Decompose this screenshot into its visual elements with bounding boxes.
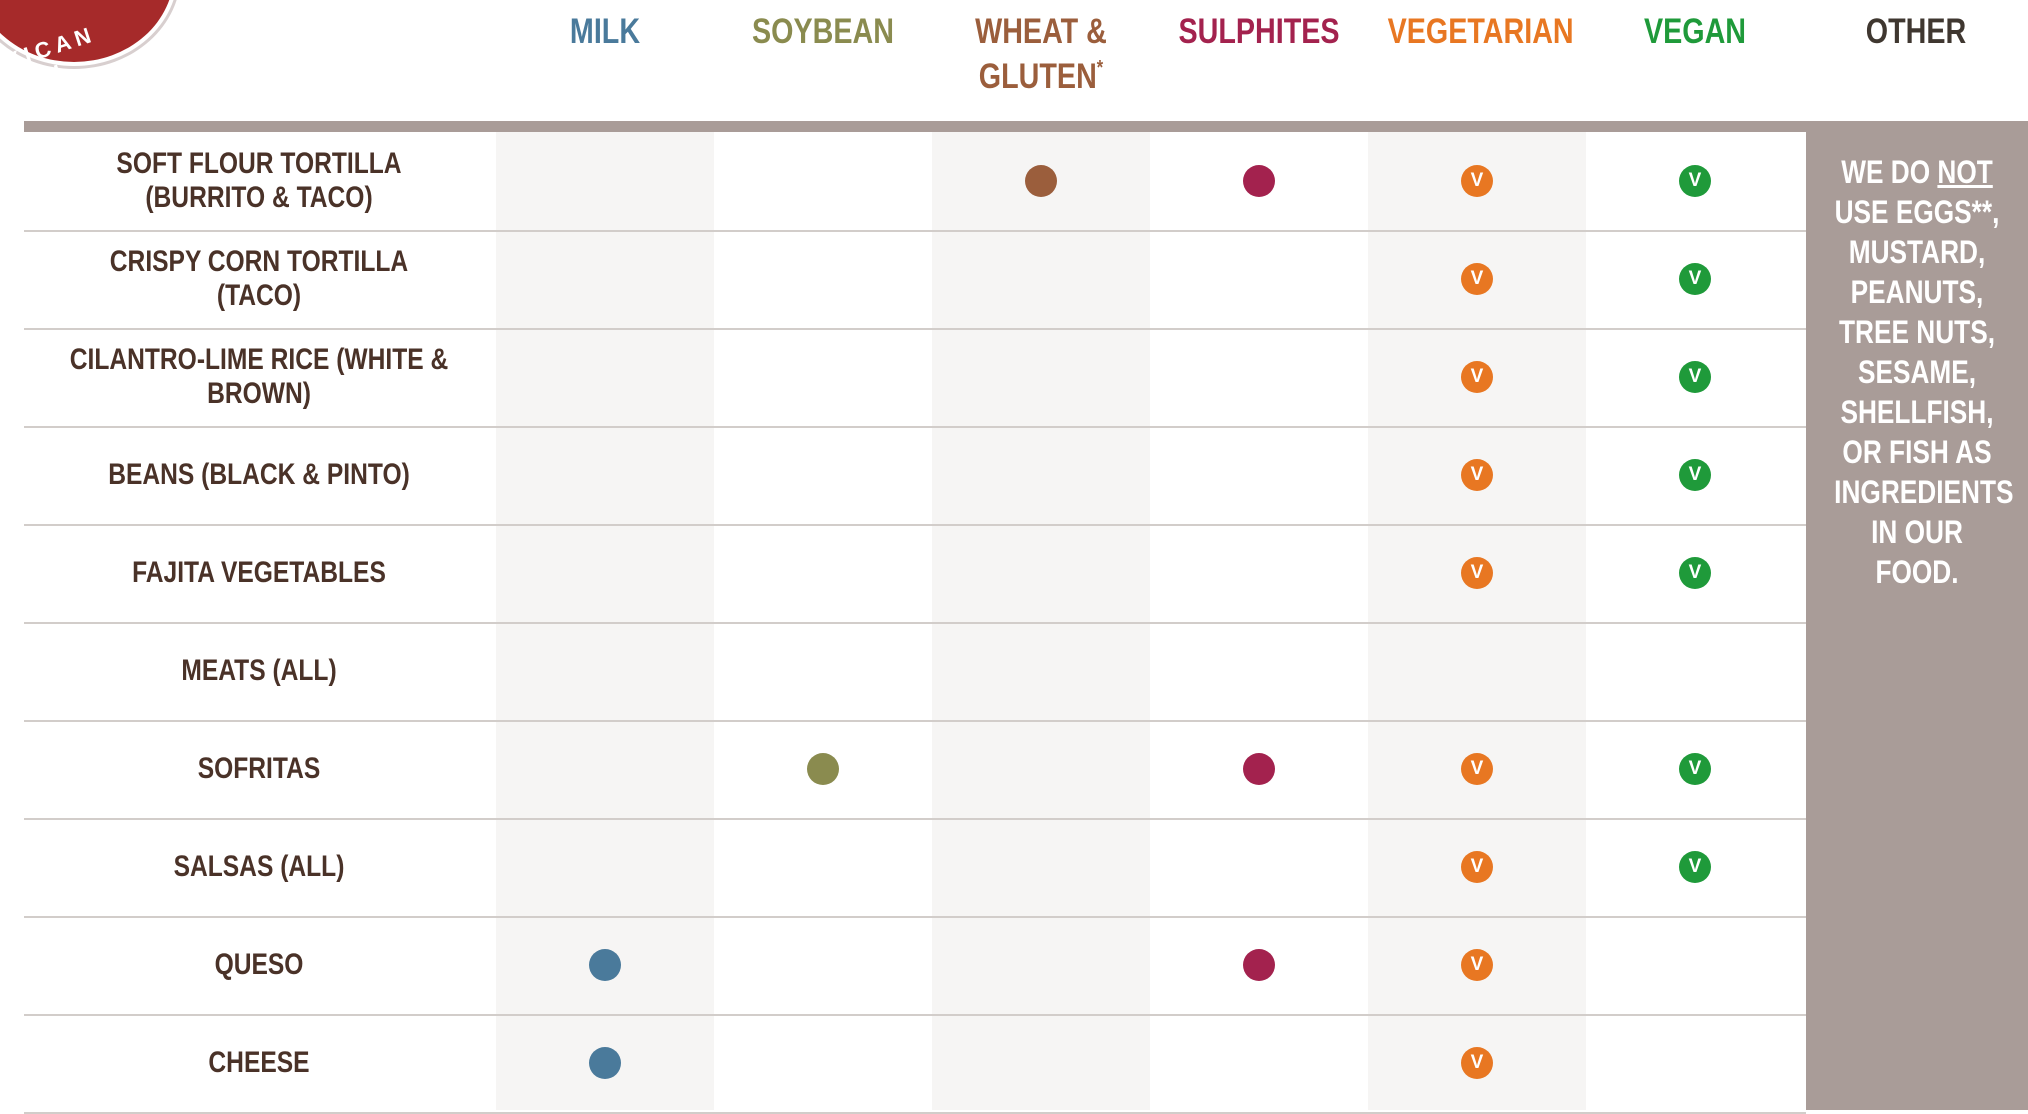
- logo-text: XICAN GRI: [2, 21, 99, 99]
- column-stripe: [1368, 132, 1586, 1110]
- column-stripe: [496, 132, 714, 1110]
- column-header-milk-label: MILK: [569, 12, 641, 51]
- column-header-soybean-label: SOYBEAN: [752, 12, 894, 51]
- column-header-vegan: VEGAN: [1606, 14, 1785, 50]
- vegetarian-badge: V: [1461, 851, 1493, 883]
- vegetarian-badge: V: [1461, 459, 1493, 491]
- column-header-milk: MILK: [516, 14, 695, 50]
- row-label-text: FAJITA VEGETABLES: [132, 556, 386, 589]
- vegan-badge: V: [1679, 557, 1711, 589]
- column-header-soybean: SOYBEAN: [734, 14, 913, 50]
- table-row: SOFT FLOUR TORTILLA (BURRITO & TACO) V V: [24, 132, 1806, 232]
- column-header-sulphites-label: SULPHITES: [1178, 12, 1340, 51]
- table-row: BEANS (BLACK & PINTO) V V: [24, 426, 1806, 526]
- sulphites-allergen-dot: [1243, 949, 1275, 981]
- row-label: BEANS (BLACK & PINTO): [24, 426, 494, 524]
- vegan-badge: V: [1679, 165, 1711, 197]
- table-row: SOFRITAS V V: [24, 720, 1806, 820]
- row-label-text: BEANS (BLACK & PINTO): [108, 458, 410, 491]
- table-row: CRISPY CORN TORTILLA (TACO) V V: [24, 230, 1806, 330]
- row-label: SALSAS (ALL): [24, 818, 494, 916]
- column-header-vegetarian-label: VEGETARIAN: [1387, 12, 1574, 51]
- column-header-wheat-label-line2: GLUTEN: [978, 57, 1097, 96]
- vegan-badge: V: [1679, 361, 1711, 393]
- table-row: FAJITA VEGETABLES V V: [24, 524, 1806, 624]
- wheat-allergen-dot: [1025, 165, 1057, 197]
- table-top-bar: [24, 121, 2028, 132]
- column-header-other-label: OTHER: [1865, 12, 1967, 51]
- row-label: QUESO: [24, 916, 494, 1014]
- table-row: SALSAS (ALL) V V: [24, 818, 1806, 918]
- vegan-badge: V: [1679, 851, 1711, 883]
- vegan-badge: V: [1679, 459, 1711, 491]
- vegetarian-badge: V: [1461, 949, 1493, 981]
- column-header-vegetarian: VEGETARIAN: [1388, 14, 1574, 50]
- other-note-rest: USE EGGS**, MUSTARD, PEANUTS, TREE NUTS,…: [1834, 194, 2014, 590]
- other-panel: WE DO NOT USE EGGS**, MUSTARD, PEANUTS, …: [1806, 132, 2028, 1110]
- column-header-vegan-label: VEGAN: [1643, 12, 1747, 51]
- vegetarian-badge: V: [1461, 557, 1493, 589]
- row-label: FAJITA VEGETABLES: [24, 524, 494, 622]
- other-note-emphasis: NOT: [1937, 154, 1993, 190]
- column-header-wheat-label: WHEAT &: [975, 12, 1107, 51]
- table-row: CHEESE V: [24, 1014, 1806, 1114]
- sulphites-allergen-dot: [1243, 165, 1275, 197]
- vegan-badge: V: [1679, 263, 1711, 295]
- soybean-allergen-dot: [807, 753, 839, 785]
- vegetarian-badge: V: [1461, 361, 1493, 393]
- row-label: SOFRITAS: [24, 720, 494, 818]
- vegetarian-badge: V: [1461, 263, 1493, 295]
- chipotle-logo: XICAN GRI: [0, 0, 178, 99]
- column-header-other: OTHER: [1827, 14, 2006, 50]
- other-note: WE DO NOT USE EGGS**, MUSTARD, PEANUTS, …: [1834, 152, 2013, 592]
- row-label: CHEESE: [24, 1014, 494, 1112]
- row-label: CRISPY CORN TORTILLA (TACO): [24, 230, 494, 328]
- row-label-text: CRISPY CORN TORTILLA (TACO): [109, 245, 409, 312]
- row-label-text: CHEESE: [208, 1046, 310, 1079]
- vegan-badge: V: [1679, 753, 1711, 785]
- table-row: MEATS (ALL): [24, 622, 1806, 722]
- column-stripe: [932, 132, 1150, 1110]
- row-label-text: MEATS (ALL): [181, 654, 337, 687]
- row-label: MEATS (ALL): [24, 622, 494, 720]
- row-label: CILANTRO-LIME RICE (WHITE & BROWN): [24, 328, 494, 426]
- column-header-wheat: WHEAT & GLUTEN*: [952, 14, 1131, 95]
- other-note-line1: WE DO: [1841, 154, 1931, 190]
- milk-allergen-dot: [589, 949, 621, 981]
- vegetarian-badge: V: [1461, 165, 1493, 197]
- footnote-marker: *: [1096, 57, 1104, 79]
- vegetarian-badge: V: [1461, 753, 1493, 785]
- table-row: QUESO V: [24, 916, 1806, 1016]
- row-label-text: CILANTRO-LIME RICE (WHITE & BROWN): [69, 343, 449, 410]
- sulphites-allergen-dot: [1243, 753, 1275, 785]
- row-label-text: SALSAS (ALL): [173, 850, 345, 883]
- table-row: CILANTRO-LIME RICE (WHITE & BROWN) V V: [24, 328, 1806, 428]
- column-header-sulphites: SULPHITES: [1170, 14, 1349, 50]
- row-label-text: SOFRITAS: [197, 752, 321, 785]
- milk-allergen-dot: [589, 1047, 621, 1079]
- row-label: SOFT FLOUR TORTILLA (BURRITO & TACO): [24, 132, 494, 230]
- row-label-text: QUESO: [214, 948, 304, 981]
- row-label-text: SOFT FLOUR TORTILLA (BURRITO & TACO): [116, 147, 402, 214]
- vegetarian-badge: V: [1461, 1047, 1493, 1079]
